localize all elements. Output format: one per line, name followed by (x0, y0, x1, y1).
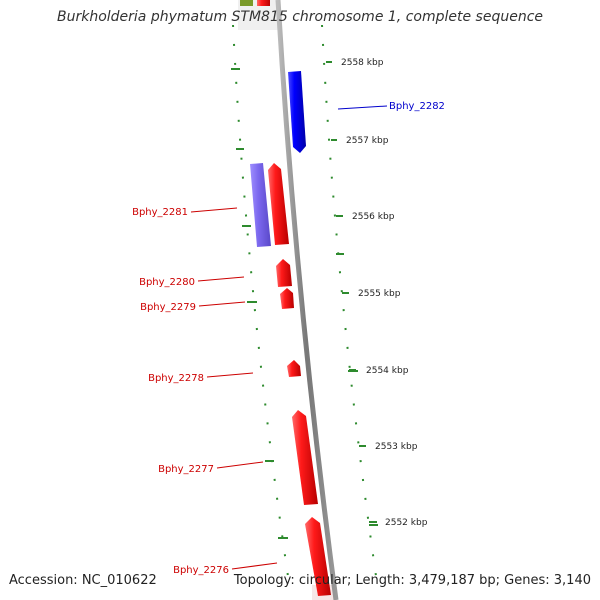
tick-label: 2553 kbp (375, 442, 418, 452)
genome-stats-text: Topology: circular; Length: 3,479,187 bp… (233, 573, 591, 588)
tick-label: 2554 kbp (366, 366, 409, 376)
gene-label-bphy-2276[interactable]: Bphy_2276 (173, 565, 229, 576)
gene-label-bphy-2277[interactable]: Bphy_2277 (158, 464, 214, 475)
leader-line-bphy-2281 (190, 207, 238, 213)
leader-line-bphy-2282 (337, 105, 388, 110)
tick-2554: 2554 kbp (349, 366, 409, 376)
green-feature-partial (240, 0, 253, 6)
leader-line-bphy-2279 (198, 301, 246, 307)
tick-2553: 2553 kbp (359, 442, 418, 452)
tick-label: 2558 kbp (341, 58, 384, 68)
leader-line-bphy-2280 (197, 276, 245, 282)
gene-bphy-2281-feature (250, 163, 271, 247)
gene-label-bphy-2278[interactable]: Bphy_2278 (148, 373, 204, 384)
gc-plot-right (321, 24, 379, 591)
gene-bphy-2281-arrow[interactable] (268, 163, 289, 245)
tick-2556: 2556 kbp (336, 212, 395, 222)
tick-label: 2555 kbp (358, 289, 401, 299)
gene-bphy-2278-arrow[interactable] (287, 360, 301, 377)
gene-bphy-2282-arrow[interactable] (288, 71, 306, 153)
leader-line-bphy-2277 (216, 461, 264, 469)
gene-bphy-2277-arrow[interactable] (292, 410, 318, 505)
tick-2558: 2558 kbp (326, 58, 384, 68)
gene-bphy-2280-arrow[interactable] (276, 259, 292, 287)
gene-label-bphy-2280[interactable]: Bphy_2280 (139, 277, 195, 288)
gc-plot-left (232, 24, 291, 591)
tick-label: 2552 kbp (385, 518, 428, 528)
leader-line-bphy-2276 (231, 562, 278, 570)
tick-2552: 2552 kbp (369, 518, 428, 528)
leader-line-bphy-2278 (206, 372, 254, 378)
map-title: Burkholderia phymatum STM815 chromosome … (56, 9, 543, 25)
tick-2555: 2555 kbp (342, 289, 401, 299)
gene-label-bphy-2281[interactable]: Bphy_2281 (132, 207, 188, 218)
gene-bphy-2279-arrow[interactable] (280, 288, 294, 309)
gene-label-bphy-2279[interactable]: Bphy_2279 (140, 302, 196, 313)
gene-bphy-2276-arrow[interactable] (305, 517, 331, 596)
accession-text: Accession: NC_010622 (9, 573, 157, 588)
tick-2557: 2557 kbp (331, 136, 389, 146)
gene-label-bphy-2282[interactable]: Bphy_2282 (389, 101, 445, 112)
tick-label: 2557 kbp (346, 136, 389, 146)
tick-label: 2556 kbp (352, 212, 395, 222)
red-feature-partial-top (257, 0, 270, 6)
chromosome-backbone (275, 0, 339, 600)
